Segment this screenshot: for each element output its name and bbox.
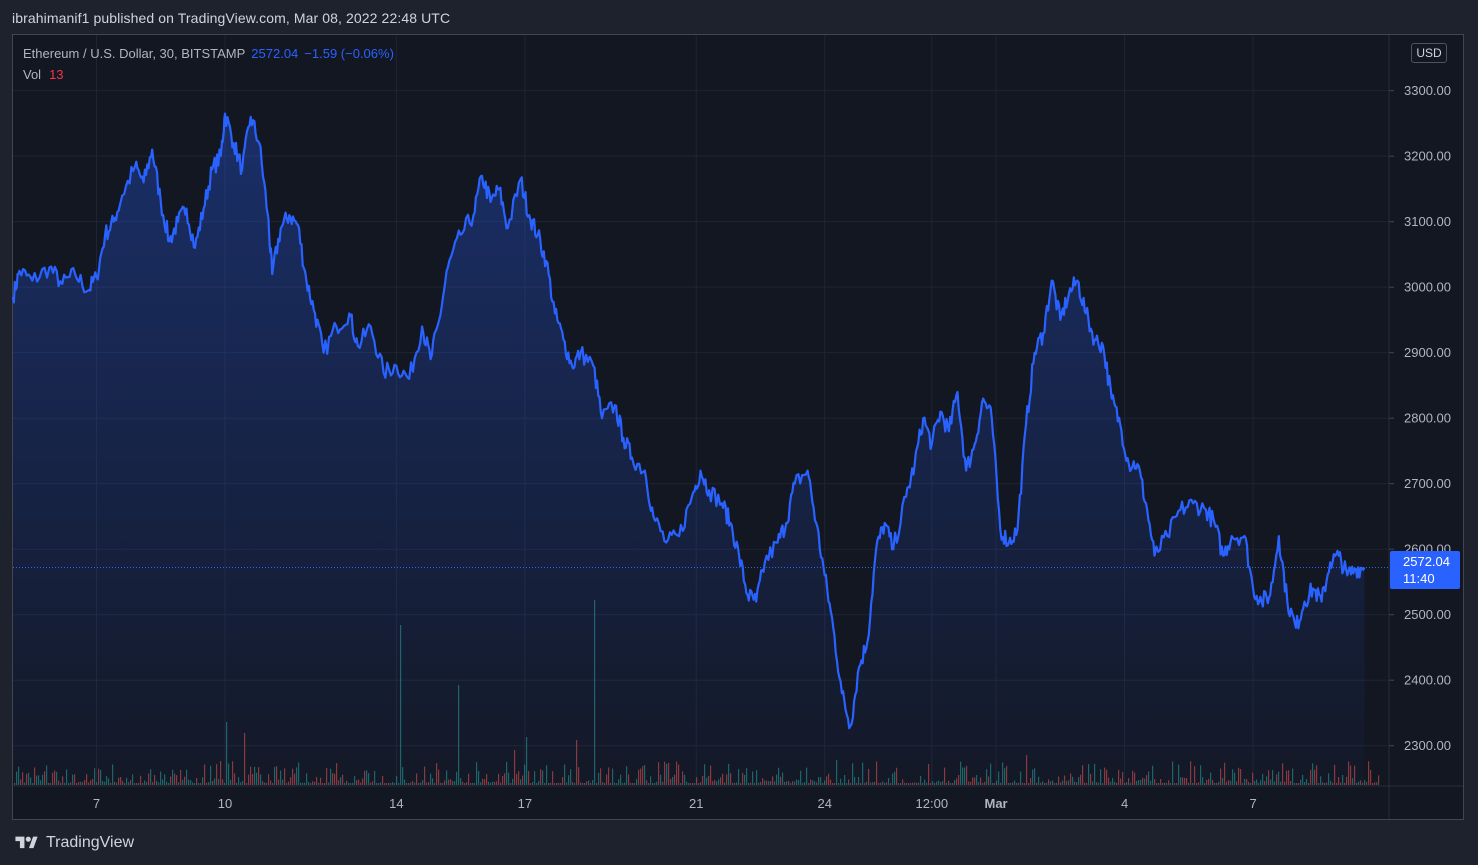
x-tick-label: 14 (389, 796, 403, 811)
publish-attribution: ibrahimanif1 published on TradingView.co… (12, 10, 451, 26)
last-price-value: 2572.04 (251, 46, 299, 61)
volume-bar (1378, 775, 1380, 785)
x-tick-label: 7 (93, 796, 100, 811)
volume-bar (1368, 761, 1370, 785)
tradingview-brand[interactable]: TradingView (14, 834, 134, 852)
volume-bar (1364, 779, 1366, 785)
volume-bar (1366, 781, 1368, 785)
volume-value: 13 (49, 67, 64, 82)
volume-bar (1372, 782, 1374, 785)
bar-countdown: 11:40 (1403, 571, 1435, 586)
x-tick-label: 12:00 (916, 796, 949, 811)
x-tick-label: 21 (689, 796, 703, 811)
x-tick-label: 7 (1249, 796, 1256, 811)
y-tick-label: 2900.00 (1404, 345, 1451, 360)
y-tick-label: 2500.00 (1404, 607, 1451, 622)
volume-label: Vol (23, 67, 42, 82)
price-change-value: −1.59 (−0.06%) (304, 46, 394, 61)
brand-name: TradingView (46, 834, 135, 851)
volume-legend[interactable]: Vol 13 (23, 67, 64, 82)
x-tick-label: 4 (1121, 796, 1128, 811)
x-tick-label: Mar (984, 796, 1007, 811)
symbol-title: Ethereum / U.S. Dollar, 30, BITSTAMP (23, 46, 246, 61)
currency-button[interactable]: USD (1411, 43, 1447, 63)
y-tick-label: 2400.00 (1404, 673, 1451, 688)
volume-bar (1376, 782, 1378, 785)
x-tick-label: 24 (817, 796, 831, 811)
tradingview-logo-icon (15, 836, 38, 849)
time-axis: 7 10 14 17 21 24 12:00 Mar 4 7 (13, 785, 1463, 811)
price-line (11, 112, 1366, 730)
volume-bar (1374, 782, 1376, 785)
y-tick-label: 2700.00 (1404, 476, 1451, 491)
price-area-fill (13, 113, 1365, 786)
y-tick-label: 3200.00 (1404, 149, 1451, 164)
x-tick-label: 10 (218, 796, 232, 811)
y-tick-label: 3000.00 (1404, 280, 1451, 295)
y-tick-label: 2800.00 (1404, 411, 1451, 426)
y-tick-label: 2300.00 (1404, 738, 1451, 753)
price-axis: 3300.00 3200.00 3100.00 3000.00 2900.00 2800.… (1388, 35, 1451, 819)
volume-bar (1370, 769, 1372, 785)
last-price-tag: 2572.04 11:40 (1390, 551, 1460, 589)
y-tick-label: 3100.00 (1404, 214, 1451, 229)
last-price-tag-value: 2572.04 (1403, 554, 1450, 569)
symbol-legend[interactable]: Ethereum / U.S. Dollar, 30, BITSTAMP 2572… (23, 46, 394, 61)
x-tick-label: 17 (518, 796, 532, 811)
y-tick-label: 3300.00 (1404, 83, 1451, 98)
